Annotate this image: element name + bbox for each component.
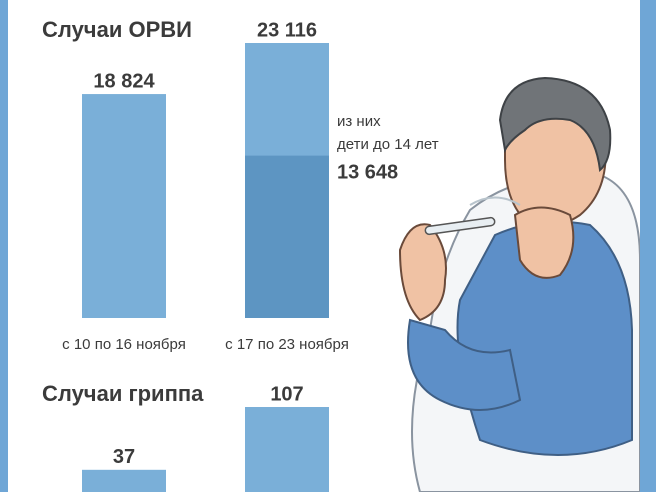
chart-title: Случаи гриппа [42, 381, 204, 406]
value-label: 37 [113, 446, 135, 468]
value-label: 107 [270, 383, 303, 405]
bar [82, 469, 166, 492]
chart-title: Случаи ОРВИ [42, 17, 192, 42]
right-strip [640, 0, 656, 492]
category-label: с 10 по 16 ноября [62, 336, 186, 353]
left-strip [0, 0, 8, 492]
subset-label: из них [337, 113, 381, 130]
subset-label: дети до 14 лет [337, 136, 439, 153]
value-label: 18 824 [93, 70, 155, 92]
bar [82, 94, 166, 318]
category-label: с 17 по 23 ноября [225, 336, 349, 353]
illustration [398, 76, 641, 492]
bar-subset [245, 155, 329, 318]
value-label: 23 116 [257, 19, 317, 41]
bar [245, 407, 329, 492]
subset-value-label: 13 648 [337, 161, 398, 183]
